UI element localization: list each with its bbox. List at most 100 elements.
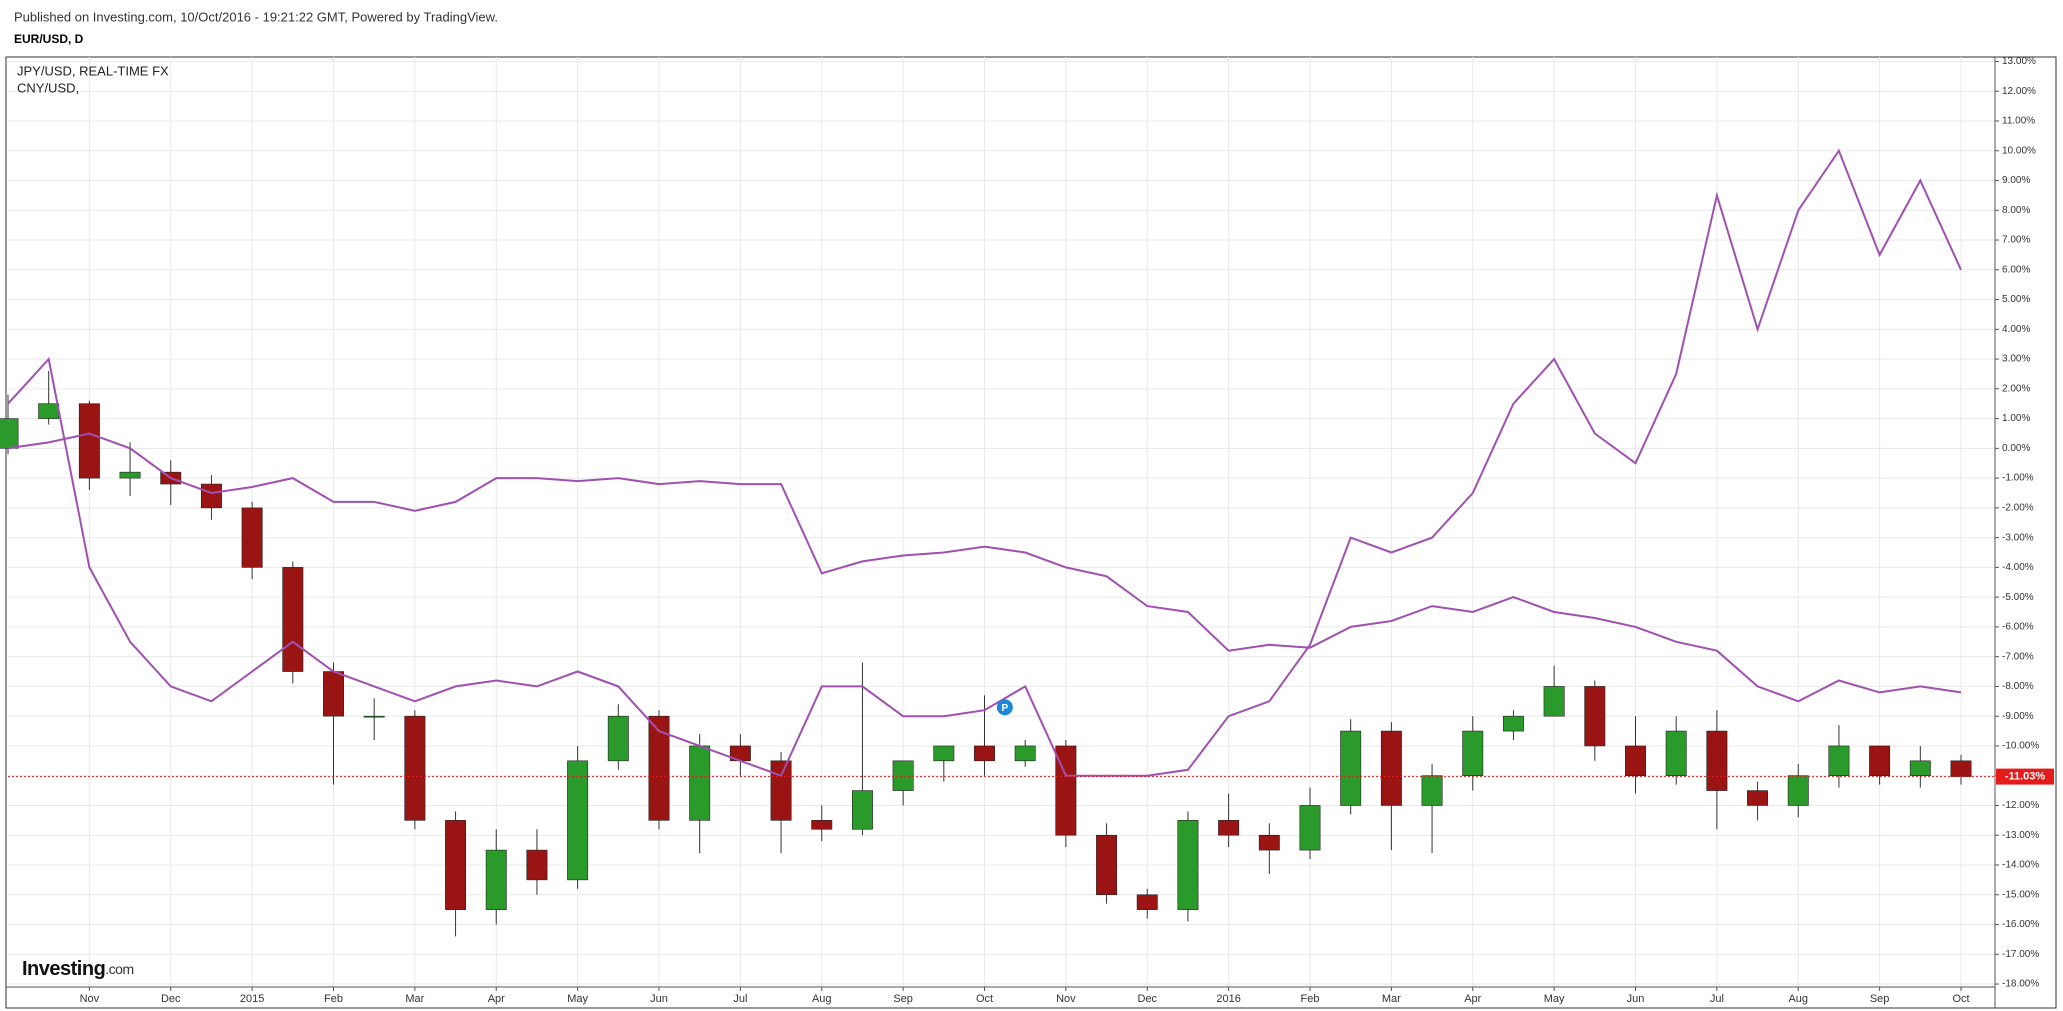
candle-body	[0, 418, 19, 449]
x-tick-label: Jul	[733, 993, 747, 1005]
y-tick-label: 4.00%	[2002, 324, 2030, 335]
last-value-label: -11.03%	[2005, 771, 2046, 783]
x-tick-label: Jul	[1710, 993, 1724, 1005]
y-tick-label: 1.00%	[2002, 413, 2030, 424]
x-tick-label: Oct	[976, 993, 993, 1005]
y-tick-label: -13.00%	[2002, 830, 2039, 841]
candle-body	[1380, 730, 1402, 806]
chart-frame	[5, 56, 2057, 1009]
candle-body	[1665, 730, 1687, 777]
y-tick-label: 13.00%	[2002, 56, 2036, 67]
x-tick-label: Dec	[1137, 993, 1157, 1005]
candle-body	[1909, 760, 1931, 777]
x-tick-label: Mar	[1382, 993, 1401, 1005]
y-tick-label: -3.00%	[2002, 532, 2034, 543]
x-tick-label: Jun	[650, 993, 668, 1005]
y-tick-label: -18.00%	[2002, 979, 2039, 990]
candle-body	[485, 849, 507, 910]
x-tick-label: Apr	[1464, 993, 1481, 1005]
candle-body	[689, 745, 711, 821]
y-tick-label: 12.00%	[2002, 86, 2036, 97]
x-tick-label: May	[567, 993, 588, 1005]
candle-body	[1462, 730, 1484, 777]
candle-body	[1340, 730, 1362, 806]
y-tick-label: -1.00%	[2002, 473, 2034, 484]
candle-body	[1543, 686, 1565, 717]
y-tick-label: -14.00%	[2002, 860, 2039, 871]
candle-body	[851, 790, 873, 830]
y-tick-label: 5.00%	[2002, 294, 2030, 305]
x-tick-label: Jun	[1627, 993, 1645, 1005]
candle-body	[1421, 775, 1443, 806]
candle-body	[445, 820, 467, 910]
candle-body	[1014, 745, 1036, 762]
y-tick-label: 2.00%	[2002, 383, 2030, 394]
y-tick-label: 9.00%	[2002, 175, 2030, 186]
candle-body	[770, 760, 792, 821]
y-tick-label: -6.00%	[2002, 622, 2034, 633]
x-tick-label: 2015	[240, 993, 264, 1005]
x-tick-label: May	[1544, 993, 1565, 1005]
candle-body	[323, 671, 344, 717]
marks	[0, 148, 1995, 937]
y-tick-label: -16.00%	[2002, 919, 2039, 930]
candle-body	[1706, 730, 1728, 791]
candle-body	[1136, 894, 1158, 910]
candle-body	[892, 760, 914, 791]
x-tick-label: Feb	[1301, 993, 1320, 1005]
candle-body	[78, 403, 100, 479]
candle-body	[1584, 686, 1606, 747]
candle-body	[607, 715, 629, 762]
candle-body	[648, 715, 670, 821]
x-tick-label: Mar	[405, 993, 424, 1005]
candle-body	[1502, 715, 1524, 732]
candle-body	[1625, 745, 1646, 777]
y-tick-label: -17.00%	[2002, 949, 2039, 960]
y-tick-label: 8.00%	[2002, 205, 2030, 216]
grid	[8, 57, 1999, 991]
candle-body	[1096, 834, 1118, 896]
last-value-box	[1996, 768, 2054, 785]
candle-body	[1055, 745, 1077, 836]
x-tick-label: Sep	[893, 993, 913, 1005]
x-tick-label: Dec	[161, 993, 181, 1005]
x-tick-label: Apr	[488, 993, 505, 1005]
x-tick-label: Oct	[1952, 993, 1969, 1005]
y-tick-label: 10.00%	[2002, 145, 2036, 156]
y-tick-label: -8.00%	[2002, 681, 2034, 692]
candle-body	[363, 715, 385, 718]
series-line	[7, 432, 1962, 703]
candle-body	[1218, 820, 1240, 836]
logo-suffix: .com	[105, 961, 133, 977]
legend-entry: CNY/USD,	[17, 80, 79, 95]
x-tick-label: Feb	[324, 993, 343, 1005]
candle-body	[119, 471, 141, 479]
y-tick-label: -10.00%	[2002, 741, 2039, 752]
y-tick-label: -7.00%	[2002, 651, 2034, 662]
candle-body	[526, 849, 548, 881]
event-marker	[996, 699, 1013, 716]
x-tick-label: Sep	[1870, 993, 1890, 1005]
candle-body	[241, 507, 263, 568]
series-line	[7, 148, 1962, 777]
candle-body	[1177, 820, 1199, 910]
y-tick-label: -4.00%	[2002, 562, 2034, 573]
candle-body	[1747, 790, 1769, 806]
y-tick-label: -12.00%	[2002, 800, 2039, 811]
x-tick-label: 2016	[1216, 993, 1240, 1005]
candle-body	[1299, 805, 1321, 851]
candle-body	[1828, 745, 1850, 777]
candle-body	[974, 745, 995, 762]
candle-body	[1950, 760, 1972, 777]
x-tick-label: Aug	[1788, 993, 1808, 1005]
candle-body	[1869, 745, 1891, 777]
y-tick-label: -9.00%	[2002, 711, 2034, 722]
y-tick-label: -2.00%	[2002, 503, 2034, 514]
candle-body	[200, 483, 222, 509]
candle-body	[282, 567, 304, 672]
logo: Investing.com	[22, 958, 134, 980]
x-tick-label: Aug	[812, 993, 832, 1005]
event-marker-label: P	[1002, 703, 1009, 714]
